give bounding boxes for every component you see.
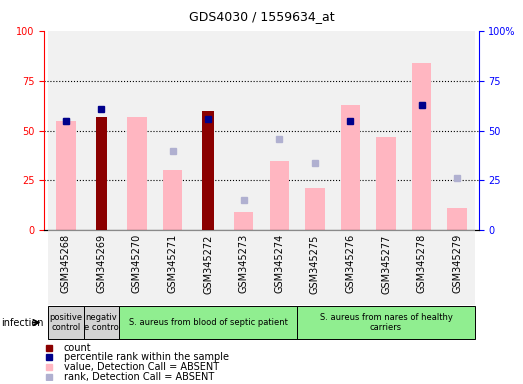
- FancyBboxPatch shape: [119, 306, 297, 339]
- Bar: [305, 189, 325, 230]
- Bar: [163, 170, 183, 230]
- Text: GSM345279: GSM345279: [452, 234, 462, 293]
- Text: GSM345271: GSM345271: [167, 234, 177, 293]
- FancyBboxPatch shape: [297, 230, 333, 305]
- FancyBboxPatch shape: [297, 306, 475, 339]
- Bar: [447, 209, 467, 230]
- FancyBboxPatch shape: [84, 230, 119, 305]
- Bar: [84, 31, 119, 230]
- Text: GSM345268: GSM345268: [61, 234, 71, 293]
- Bar: [202, 111, 214, 230]
- Text: GSM345276: GSM345276: [346, 234, 356, 293]
- Bar: [269, 161, 289, 230]
- Bar: [155, 31, 190, 230]
- Text: positive
control: positive control: [49, 313, 82, 332]
- Text: rank, Detection Call = ABSENT: rank, Detection Call = ABSENT: [64, 372, 214, 382]
- Text: GSM345274: GSM345274: [274, 234, 285, 293]
- Bar: [297, 31, 333, 230]
- Bar: [376, 137, 396, 230]
- Text: GSM345269: GSM345269: [96, 234, 106, 293]
- Bar: [96, 117, 107, 230]
- Bar: [333, 31, 368, 230]
- Text: infection: infection: [1, 318, 43, 328]
- FancyBboxPatch shape: [190, 230, 226, 305]
- Bar: [340, 104, 360, 230]
- Text: negativ
e contro: negativ e contro: [84, 313, 119, 332]
- Bar: [234, 212, 254, 230]
- FancyBboxPatch shape: [333, 230, 368, 305]
- FancyBboxPatch shape: [368, 230, 404, 305]
- Text: S. aureus from blood of septic patient: S. aureus from blood of septic patient: [129, 318, 288, 327]
- Bar: [368, 31, 404, 230]
- FancyBboxPatch shape: [84, 306, 119, 339]
- FancyBboxPatch shape: [404, 230, 439, 305]
- Bar: [412, 63, 431, 230]
- FancyBboxPatch shape: [48, 306, 84, 339]
- Bar: [226, 31, 262, 230]
- Bar: [127, 117, 147, 230]
- Bar: [439, 31, 475, 230]
- Bar: [56, 121, 76, 230]
- FancyBboxPatch shape: [155, 230, 190, 305]
- FancyBboxPatch shape: [439, 230, 475, 305]
- Bar: [190, 31, 226, 230]
- FancyBboxPatch shape: [226, 230, 262, 305]
- Text: GSM345277: GSM345277: [381, 234, 391, 293]
- Bar: [262, 31, 297, 230]
- Text: GSM345270: GSM345270: [132, 234, 142, 293]
- FancyBboxPatch shape: [262, 230, 297, 305]
- Text: count: count: [64, 343, 92, 353]
- Text: GSM345278: GSM345278: [417, 234, 427, 293]
- FancyBboxPatch shape: [48, 230, 84, 305]
- Bar: [404, 31, 439, 230]
- Text: percentile rank within the sample: percentile rank within the sample: [64, 352, 229, 362]
- Text: GSM345273: GSM345273: [238, 234, 249, 293]
- Bar: [48, 31, 84, 230]
- Bar: [119, 31, 155, 230]
- Text: GSM345272: GSM345272: [203, 234, 213, 293]
- Text: value, Detection Call = ABSENT: value, Detection Call = ABSENT: [64, 362, 219, 372]
- Text: S. aureus from nares of healthy
carriers: S. aureus from nares of healthy carriers: [320, 313, 452, 332]
- Text: GDS4030 / 1559634_at: GDS4030 / 1559634_at: [189, 10, 334, 23]
- FancyBboxPatch shape: [119, 230, 155, 305]
- Text: GSM345275: GSM345275: [310, 234, 320, 293]
